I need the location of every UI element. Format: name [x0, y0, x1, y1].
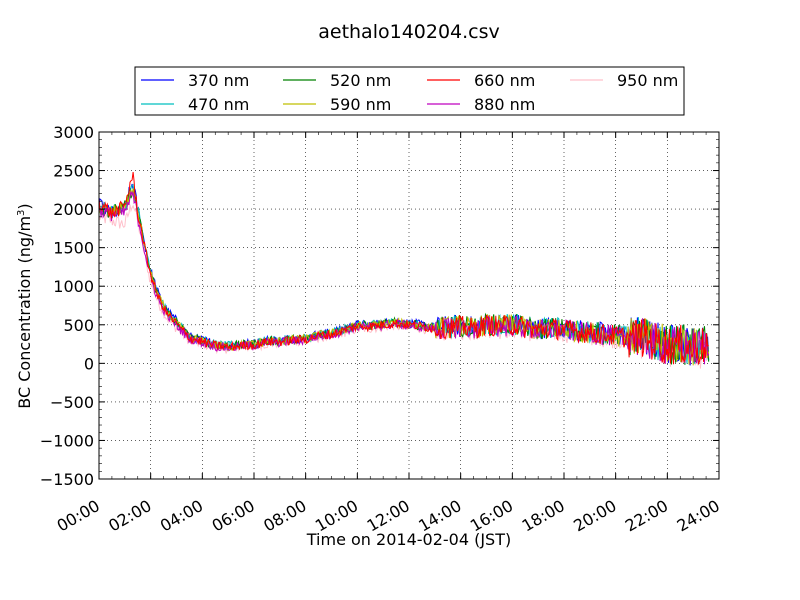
- legend-label: 950 nm: [617, 71, 678, 90]
- y-tick-label: 2500: [53, 162, 94, 181]
- x-axis-label: Time on 2014-02-04 (JST): [306, 530, 511, 549]
- y-tick-label: −1000: [40, 431, 94, 450]
- legend-label: 590 nm: [330, 95, 391, 114]
- legend-label: 470 nm: [188, 95, 249, 114]
- y-tick-label: 2000: [53, 200, 94, 219]
- legend-label: 660 nm: [474, 71, 535, 90]
- y-tick-label: −500: [50, 393, 94, 412]
- y-axis-label-main: BC Concentration (ng/m: [15, 216, 34, 409]
- y-tick-label: 3000: [53, 123, 94, 142]
- series-line: [98, 172, 709, 366]
- y-tick-label: −1500: [40, 470, 94, 489]
- legend-label: 880 nm: [474, 95, 535, 114]
- y-tick-label: 1500: [53, 239, 94, 258]
- legend: 370 nm 470 nm 520 nm 590 nm 660 nm 880 nm 950 …: [134, 66, 685, 116]
- y-tick-label: 0: [84, 354, 94, 373]
- legend-box: [134, 66, 685, 116]
- legend-label: 520 nm: [330, 71, 391, 90]
- y-tick-label: 500: [63, 316, 94, 335]
- y-axis-label: BC Concentration (ng/m3): [15, 203, 34, 408]
- y-axis-label-close: ): [15, 203, 34, 209]
- y-axis-label-sup: 3: [16, 210, 27, 216]
- legend-label: 370 nm: [188, 71, 249, 90]
- y-tick-label: 1000: [53, 277, 94, 296]
- chart-title: aethalo140204.csv: [318, 21, 500, 43]
